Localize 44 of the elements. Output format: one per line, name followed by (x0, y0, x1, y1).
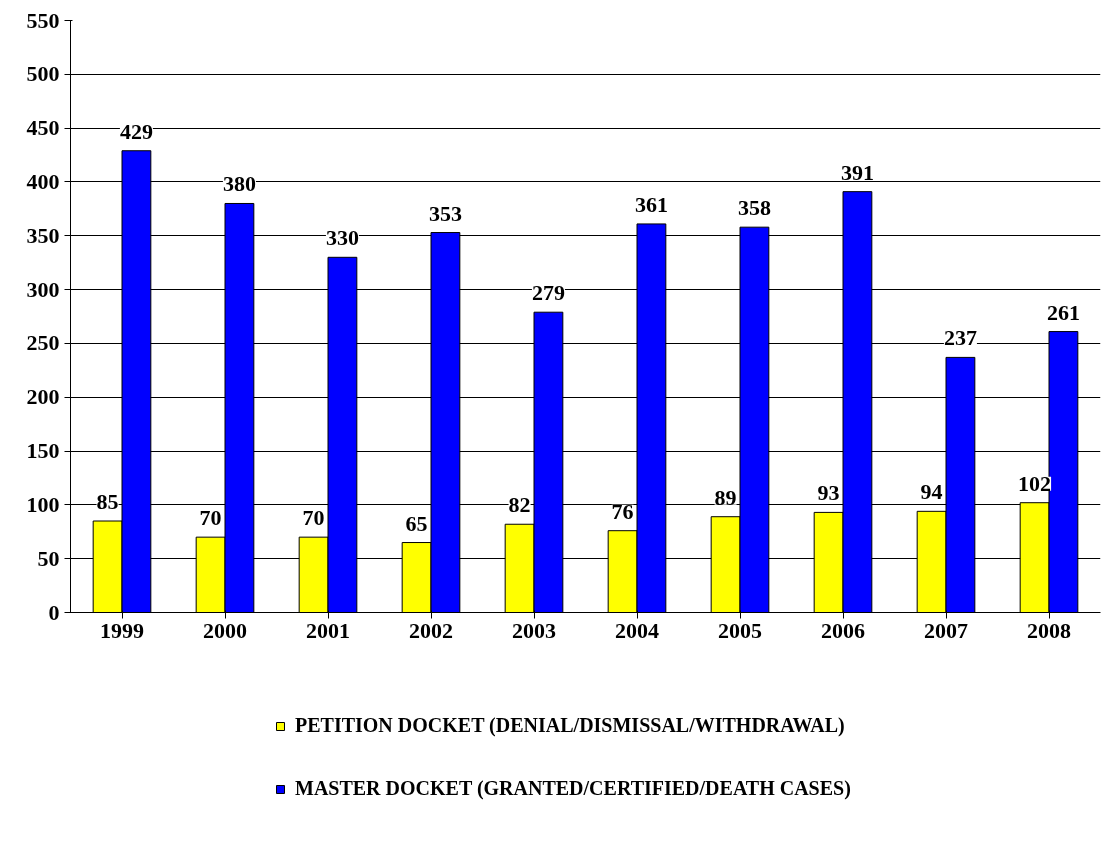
x-tick-label: 2006 (821, 617, 865, 643)
data-label: 70 (302, 505, 325, 531)
x-tick-label: 2004 (615, 617, 659, 643)
data-label: 279 (531, 280, 565, 306)
data-label: 261 (1046, 299, 1080, 325)
x-tick-label: 2003 (512, 617, 556, 643)
y-tick-label: 350 (26, 222, 60, 248)
data-label: 76 (611, 498, 634, 524)
y-tick-label: 0 (48, 599, 60, 625)
data-label: 391 (840, 159, 874, 185)
y-tick-label: 550 (26, 7, 60, 33)
data-label: 93 (817, 480, 840, 506)
data-label: 361 (634, 191, 668, 217)
x-tick-label: 2002 (409, 617, 453, 643)
y-tick-label: 400 (26, 168, 60, 194)
data-label: 70 (199, 505, 222, 531)
y-tick-label: 50 (37, 545, 60, 571)
data-label: 94 (920, 479, 943, 505)
data-label: 85 (96, 489, 119, 515)
y-tick-label: 150 (26, 438, 60, 464)
data-label: 330 (325, 225, 359, 251)
y-tick-label: 200 (26, 384, 60, 410)
x-tick-label: 2008 (1027, 617, 1071, 643)
y-tick-label: 250 (26, 330, 60, 356)
data-label: 82 (508, 492, 531, 518)
y-tick-label: 100 (26, 491, 60, 517)
x-tick-label: 1999 (100, 617, 144, 643)
data-label: 353 (428, 200, 462, 226)
y-tick-label: 500 (26, 61, 60, 87)
legend-label: PETITION DOCKET (DENIAL/DISMISSAL/WITHDRAWAL) (295, 714, 845, 737)
y-tick-label: 300 (26, 276, 60, 302)
data-label: 429 (119, 118, 153, 144)
data-label: 358 (737, 195, 771, 221)
data-label: 102 (1018, 470, 1052, 496)
x-tick-label: 2005 (718, 617, 762, 643)
legend-label: MASTER DOCKET (GRANTED/CERTIFIED/DEATH CASES) (295, 777, 851, 800)
y-tick-label: 450 (26, 115, 60, 141)
x-tick-label: 2000 (203, 617, 247, 643)
data-label: 89 (714, 484, 737, 510)
x-tick-label: 2007 (924, 617, 968, 643)
data-label: 65 (405, 510, 428, 536)
data-label: 380 (222, 171, 256, 197)
x-tick-label: 2001 (306, 617, 350, 643)
data-label: 237 (943, 325, 977, 351)
